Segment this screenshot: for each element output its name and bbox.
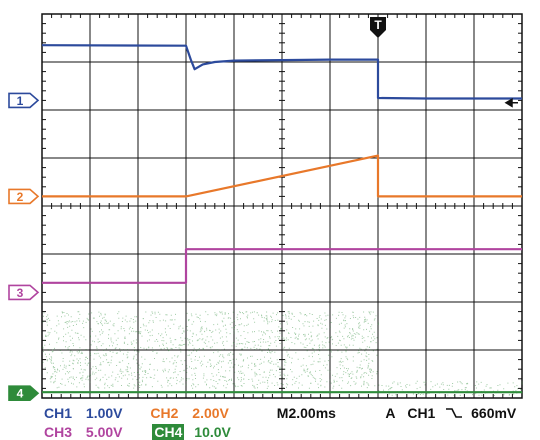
- ch4-label: CH4: [152, 424, 185, 440]
- ch3-scale: 5.00V: [85, 424, 123, 440]
- trigger-level-arrow-icon: [504, 97, 518, 108]
- ch2-marker-shape: [8, 188, 40, 205]
- trigger-label: T: [374, 18, 382, 32]
- ch3-marker-label: 3: [17, 286, 24, 300]
- trigger-mode: A: [385, 405, 396, 421]
- ch4-noise-dots: [42, 311, 379, 389]
- ch1-marker-label: 1: [17, 94, 24, 108]
- ch1-scale: 1.00V: [85, 405, 123, 421]
- trigger-position-marker: [370, 17, 386, 38]
- ch4-noise-band: [42, 311, 523, 397]
- ch4-marker-shape: [8, 385, 40, 401]
- ch2-marker-label: 2: [17, 190, 24, 204]
- timebase: M2.00ms: [276, 405, 336, 421]
- trigger-level: 660mV: [471, 405, 517, 421]
- ch2-ground-marker: 2: [8, 188, 40, 205]
- ch3-marker-shape: [8, 284, 40, 301]
- ch4-scale: 10.0V: [194, 424, 231, 440]
- graticule: [41, 13, 523, 399]
- channel-markers: 1 2 3 4: [8, 92, 40, 401]
- ch4-marker-label: 4: [17, 387, 24, 401]
- ch3-label: CH3: [44, 424, 73, 440]
- ch3-trace: [42, 248, 522, 284]
- ch2-scale: 2.00V: [192, 405, 229, 421]
- ch2-trace: [42, 154, 522, 198]
- ch1-label: CH1: [44, 405, 73, 421]
- trigger-source: CH1: [407, 405, 436, 421]
- ch2-label: CH2: [150, 405, 179, 421]
- waveform-traces: [41, 44, 522, 394]
- ch1-trace: [41, 44, 522, 100]
- ch4-noise-dots: [378, 380, 523, 397]
- ch3-ground-marker: 3: [8, 284, 40, 301]
- ch1-marker-shape: [8, 92, 40, 109]
- falling-edge-icon: [446, 408, 463, 418]
- readout-row-1: CH1 1.00V CH2 2.00V M2.00ms A CH1 660mV: [44, 405, 516, 421]
- ch1-ground-marker: 1: [8, 92, 40, 109]
- readout-row-2: CH3 5.00V CH4 10.0V: [44, 424, 231, 440]
- trigger-marker: T: [370, 17, 518, 108]
- ch4-ground-marker: 4: [8, 385, 40, 401]
